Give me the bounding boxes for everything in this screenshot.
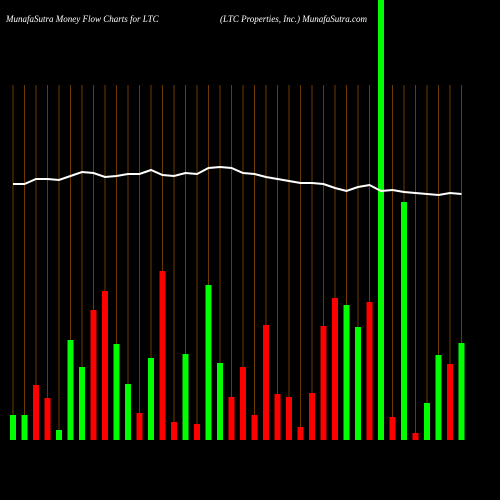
bar (401, 202, 407, 440)
bar (251, 415, 258, 440)
bar (343, 305, 350, 440)
bar (286, 397, 292, 440)
bar (136, 413, 143, 440)
bar (332, 298, 338, 440)
bar (412, 433, 419, 440)
bar (125, 384, 131, 440)
bar (458, 343, 465, 440)
bar (366, 302, 373, 440)
bar (240, 367, 246, 440)
bar (274, 394, 281, 440)
bar (217, 363, 223, 440)
bar (171, 422, 177, 440)
bar (67, 340, 74, 440)
bar (228, 397, 235, 440)
bar (320, 326, 327, 440)
bar (424, 403, 430, 440)
chart-subtitle: (LTC Properties, Inc.) MunafaSutra.com (220, 14, 367, 24)
bar (435, 355, 442, 440)
bar (56, 430, 62, 440)
bar (389, 417, 396, 440)
bar (309, 393, 315, 440)
bar (113, 344, 120, 440)
bar (102, 291, 108, 440)
bar (148, 358, 154, 440)
bar (205, 285, 212, 440)
bar (194, 424, 200, 440)
bar (79, 367, 85, 440)
bar (44, 398, 51, 440)
bar (159, 271, 166, 440)
bar (33, 385, 39, 440)
bar (263, 325, 269, 440)
bar (21, 415, 28, 440)
bar (378, 0, 384, 440)
bar (297, 427, 304, 440)
bar (10, 415, 16, 440)
bar (182, 354, 189, 440)
chart-title: MunafaSutra Money Flow Charts for LTC (5, 14, 160, 24)
bar (90, 310, 97, 440)
flow-line (13, 165, 462, 197)
bar (447, 364, 453, 440)
bar (355, 327, 361, 440)
